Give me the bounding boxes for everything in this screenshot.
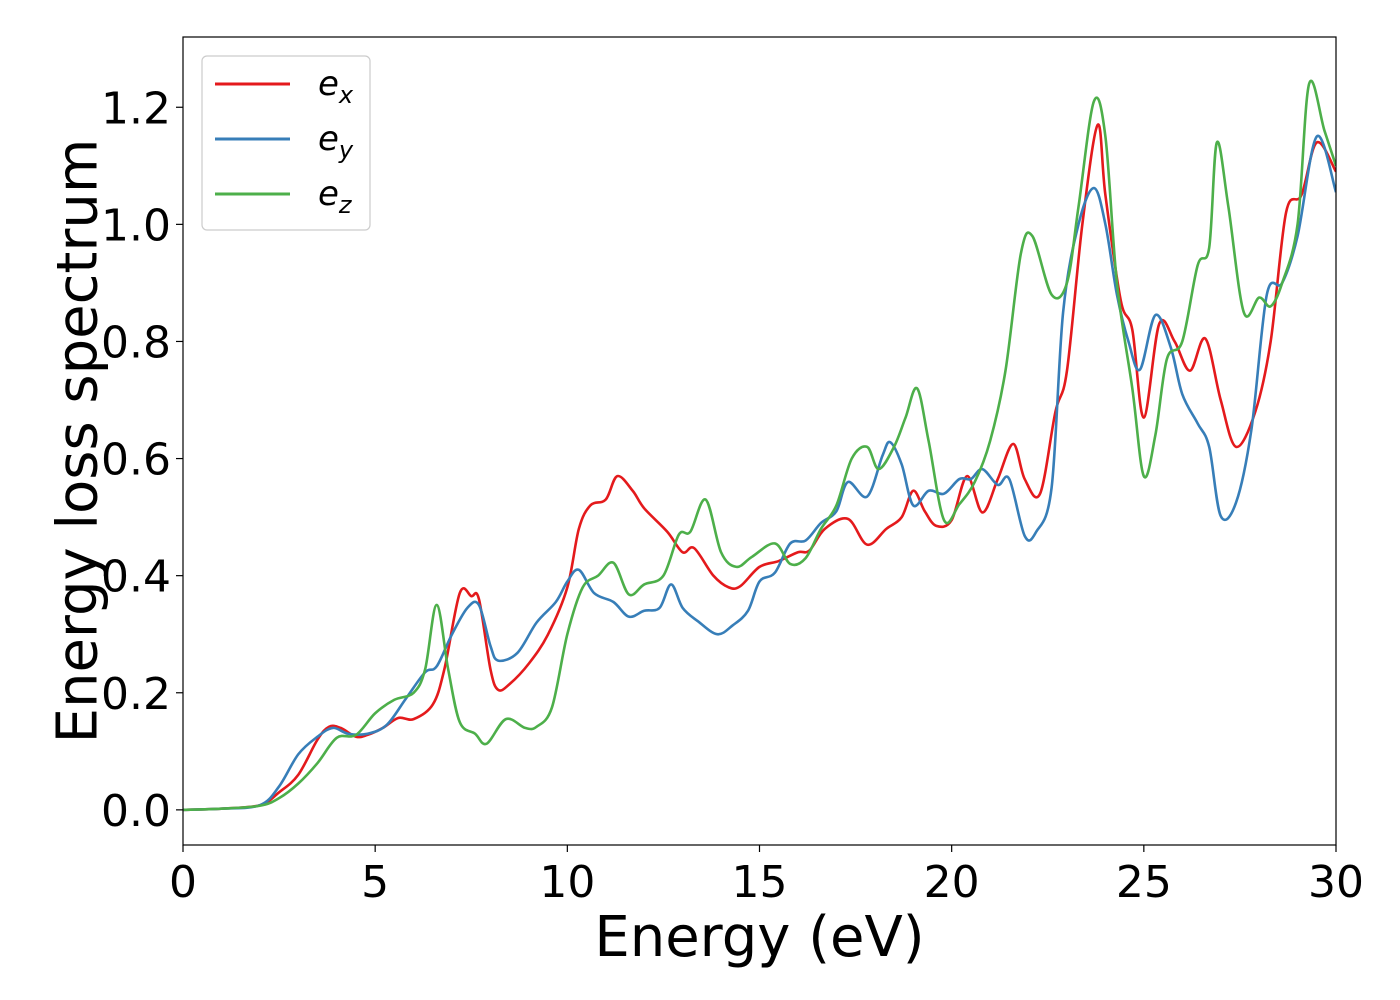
x-tick-label: 20 xyxy=(924,857,980,908)
y-axis-ticks: 0.0 0.2 0.4 0.6 0.8 1.0 1.2 xyxy=(101,83,183,837)
y-axis-title: Energy loss spectrum xyxy=(46,139,111,744)
series-line-x xyxy=(183,123,1336,812)
legend-label-base: e xyxy=(318,64,339,104)
x-tick-label: 25 xyxy=(1116,857,1172,908)
y-tick-label: 1.0 xyxy=(101,200,171,251)
y-tick-label: 1.2 xyxy=(101,83,171,134)
series-line-z xyxy=(183,79,1336,812)
y-tick-label: 0.4 xyxy=(101,552,171,603)
x-tick-label: 5 xyxy=(361,857,389,908)
plot-area xyxy=(183,79,1336,812)
y-tick-label: 0.2 xyxy=(101,669,171,720)
x-tick-label: 30 xyxy=(1308,857,1364,908)
y-tick-label: 0.0 xyxy=(101,786,171,837)
legend-label-z: ez xyxy=(318,174,353,219)
legend-label-base: e xyxy=(318,174,339,214)
legend-label-subscript: y xyxy=(338,136,354,164)
legend-label-x: ex xyxy=(318,64,354,109)
x-tick-label: 10 xyxy=(539,857,595,908)
legend-label-base: e xyxy=(318,119,339,159)
legend-box xyxy=(201,55,371,231)
x-tick-label: 15 xyxy=(732,857,788,908)
y-tick-label: 0.6 xyxy=(101,435,171,486)
x-axis-ticks: 0 5 10 15 20 25 30 xyxy=(169,845,1364,908)
y-tick-label: 0.8 xyxy=(101,317,171,368)
legend-label-subscript: x xyxy=(338,81,354,109)
legend-label-subscript: z xyxy=(338,191,353,219)
x-tick-label: 0 xyxy=(169,857,197,908)
legend-label-y: ey xyxy=(318,119,354,164)
x-axis-title: Energy (eV) xyxy=(594,905,924,970)
